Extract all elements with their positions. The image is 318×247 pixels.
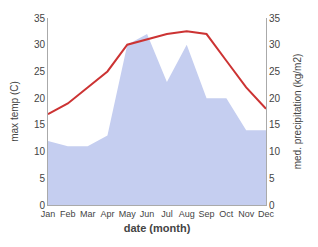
svg-text:20: 20 bbox=[34, 93, 46, 104]
svg-text:10: 10 bbox=[269, 146, 281, 157]
svg-text:35: 35 bbox=[34, 13, 46, 24]
svg-text:Feb: Feb bbox=[60, 209, 76, 219]
svg-text:15: 15 bbox=[34, 119, 46, 130]
svg-text:25: 25 bbox=[269, 66, 281, 77]
svg-text:20: 20 bbox=[269, 93, 281, 104]
svg-text:5: 5 bbox=[39, 173, 45, 184]
svg-text:10: 10 bbox=[34, 146, 46, 157]
svg-text:0: 0 bbox=[269, 200, 275, 211]
svg-text:5: 5 bbox=[269, 173, 275, 184]
svg-text:max temp (C): max temp (C) bbox=[9, 81, 20, 142]
svg-text:Jan: Jan bbox=[41, 209, 56, 219]
svg-text:0: 0 bbox=[39, 200, 45, 211]
svg-text:Dec: Dec bbox=[258, 209, 275, 219]
svg-text:Jun: Jun bbox=[140, 209, 155, 219]
svg-text:30: 30 bbox=[34, 39, 46, 50]
svg-text:Oct: Oct bbox=[219, 209, 234, 219]
svg-text:25: 25 bbox=[34, 66, 46, 77]
svg-text:Mar: Mar bbox=[80, 209, 96, 219]
svg-text:15: 15 bbox=[269, 119, 281, 130]
svg-text:35: 35 bbox=[269, 13, 281, 24]
svg-text:date (month): date (month) bbox=[124, 222, 191, 234]
svg-text:Nov: Nov bbox=[238, 209, 255, 219]
svg-text:Apr: Apr bbox=[100, 209, 114, 219]
svg-text:May: May bbox=[119, 209, 137, 219]
svg-text:30: 30 bbox=[269, 39, 281, 50]
svg-text:med. precipitation (kg/m2): med. precipitation (kg/m2) bbox=[292, 54, 303, 170]
svg-text:Aug: Aug bbox=[179, 209, 195, 219]
svg-text:Jul: Jul bbox=[161, 209, 173, 219]
svg-text:Sep: Sep bbox=[199, 209, 215, 219]
